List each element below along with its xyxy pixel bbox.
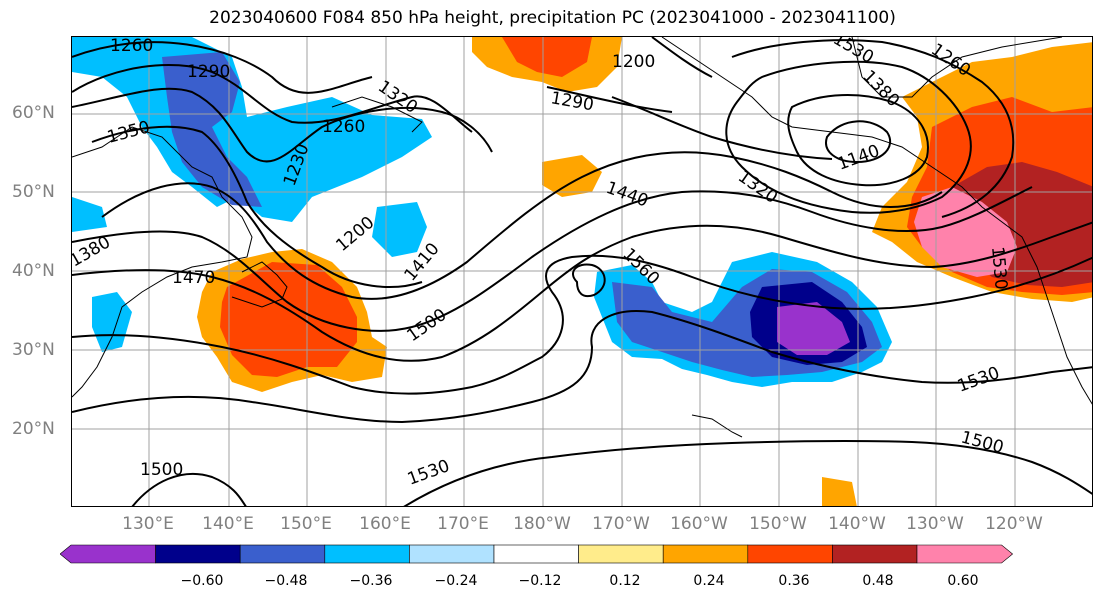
colorbar-tick-label: −0.36 <box>349 573 393 589</box>
colorbar-bin <box>916 544 1014 564</box>
colorbar-bin <box>662 544 749 564</box>
contour-label: 1260 <box>322 117 365 137</box>
colorbar-bin <box>747 544 833 564</box>
colorbar-bin <box>493 544 579 564</box>
contour-label: 1260 <box>110 37 153 56</box>
colorbar-bin <box>324 544 410 564</box>
colorbar-tick-label: −0.60 <box>180 573 224 589</box>
latitude-label: 40°N <box>12 261 55 281</box>
longitude-label: 140°W <box>828 514 886 534</box>
longitude-label: 170°E <box>437 514 489 534</box>
contour-label: 1290 <box>549 88 595 115</box>
contour-label: 1500 <box>403 305 450 346</box>
longitude-label: 130°E <box>122 514 174 534</box>
contour-label: 1320 <box>374 77 421 118</box>
longitude-label: 130°W <box>906 514 964 534</box>
colorbar-tick-label: 0.24 <box>693 573 725 589</box>
colorbar-bin <box>155 544 241 564</box>
contour-label: 1350 <box>105 117 152 148</box>
latitude-label: 60°N <box>12 103 55 123</box>
colorbar-tick-label: −0.24 <box>434 573 478 589</box>
contour-label: 1530 <box>987 246 1011 291</box>
colorbar-tick-label: −0.48 <box>264 573 308 589</box>
map-gridlines <box>72 37 1092 506</box>
contour-label: 1200 <box>332 213 378 256</box>
colorbar-bin <box>409 544 495 564</box>
contour-label: 1320 <box>734 167 781 208</box>
map-panel: 1260 1290 1320 1350 1230 1260 1290 1200 … <box>71 36 1093 507</box>
contour-label: 1440 <box>603 178 650 212</box>
contour-label: 1140 <box>835 141 882 175</box>
colorbar-tick-label: 0.48 <box>862 573 894 589</box>
longitude-label: 150°E <box>280 514 332 534</box>
contour-label: 1500 <box>140 460 183 480</box>
map-title: 2023040600 F084 850 hPa height, precipit… <box>209 8 896 28</box>
longitude-label: 170°W <box>592 514 650 534</box>
colorbar-bin <box>60 544 156 564</box>
longitude-label: 160°W <box>670 514 728 534</box>
longitude-label: 120°W <box>985 514 1043 534</box>
colorbar-tick-label: 0.60 <box>947 573 979 589</box>
latitude-label: 20°N <box>12 419 55 439</box>
contour-label: 1380 <box>72 232 114 271</box>
contour-label: 1500 <box>959 428 1006 459</box>
coastlines <box>72 37 1092 438</box>
colorbar-bin <box>578 544 664 564</box>
contour-label: 1200 <box>612 52 655 72</box>
map-canvas: 1260 1290 1320 1350 1230 1260 1290 1200 … <box>72 37 1092 506</box>
contour-label: 1290 <box>187 62 230 82</box>
colorbar-tick-label: 0.12 <box>609 573 641 589</box>
colorbar-bins <box>60 544 1014 564</box>
latitude-label: 50°N <box>12 182 55 202</box>
contour-label: 1470 <box>172 268 215 288</box>
height-contours <box>72 37 1092 506</box>
longitude-label: 160°E <box>359 514 411 534</box>
colorbar-bin <box>239 544 326 564</box>
colorbar-tick-label: −0.12 <box>518 573 562 589</box>
contour-label: 1530 <box>955 363 1002 397</box>
longitude-label: 140°E <box>202 514 254 534</box>
longitude-label: 150°W <box>749 514 807 534</box>
latitude-label: 30°N <box>12 340 55 360</box>
colorbar-tick-label: 0.36 <box>778 573 810 589</box>
colorbar <box>60 544 1014 564</box>
longitude-label: 180°W <box>513 514 571 534</box>
colorbar-bin <box>832 544 918 564</box>
